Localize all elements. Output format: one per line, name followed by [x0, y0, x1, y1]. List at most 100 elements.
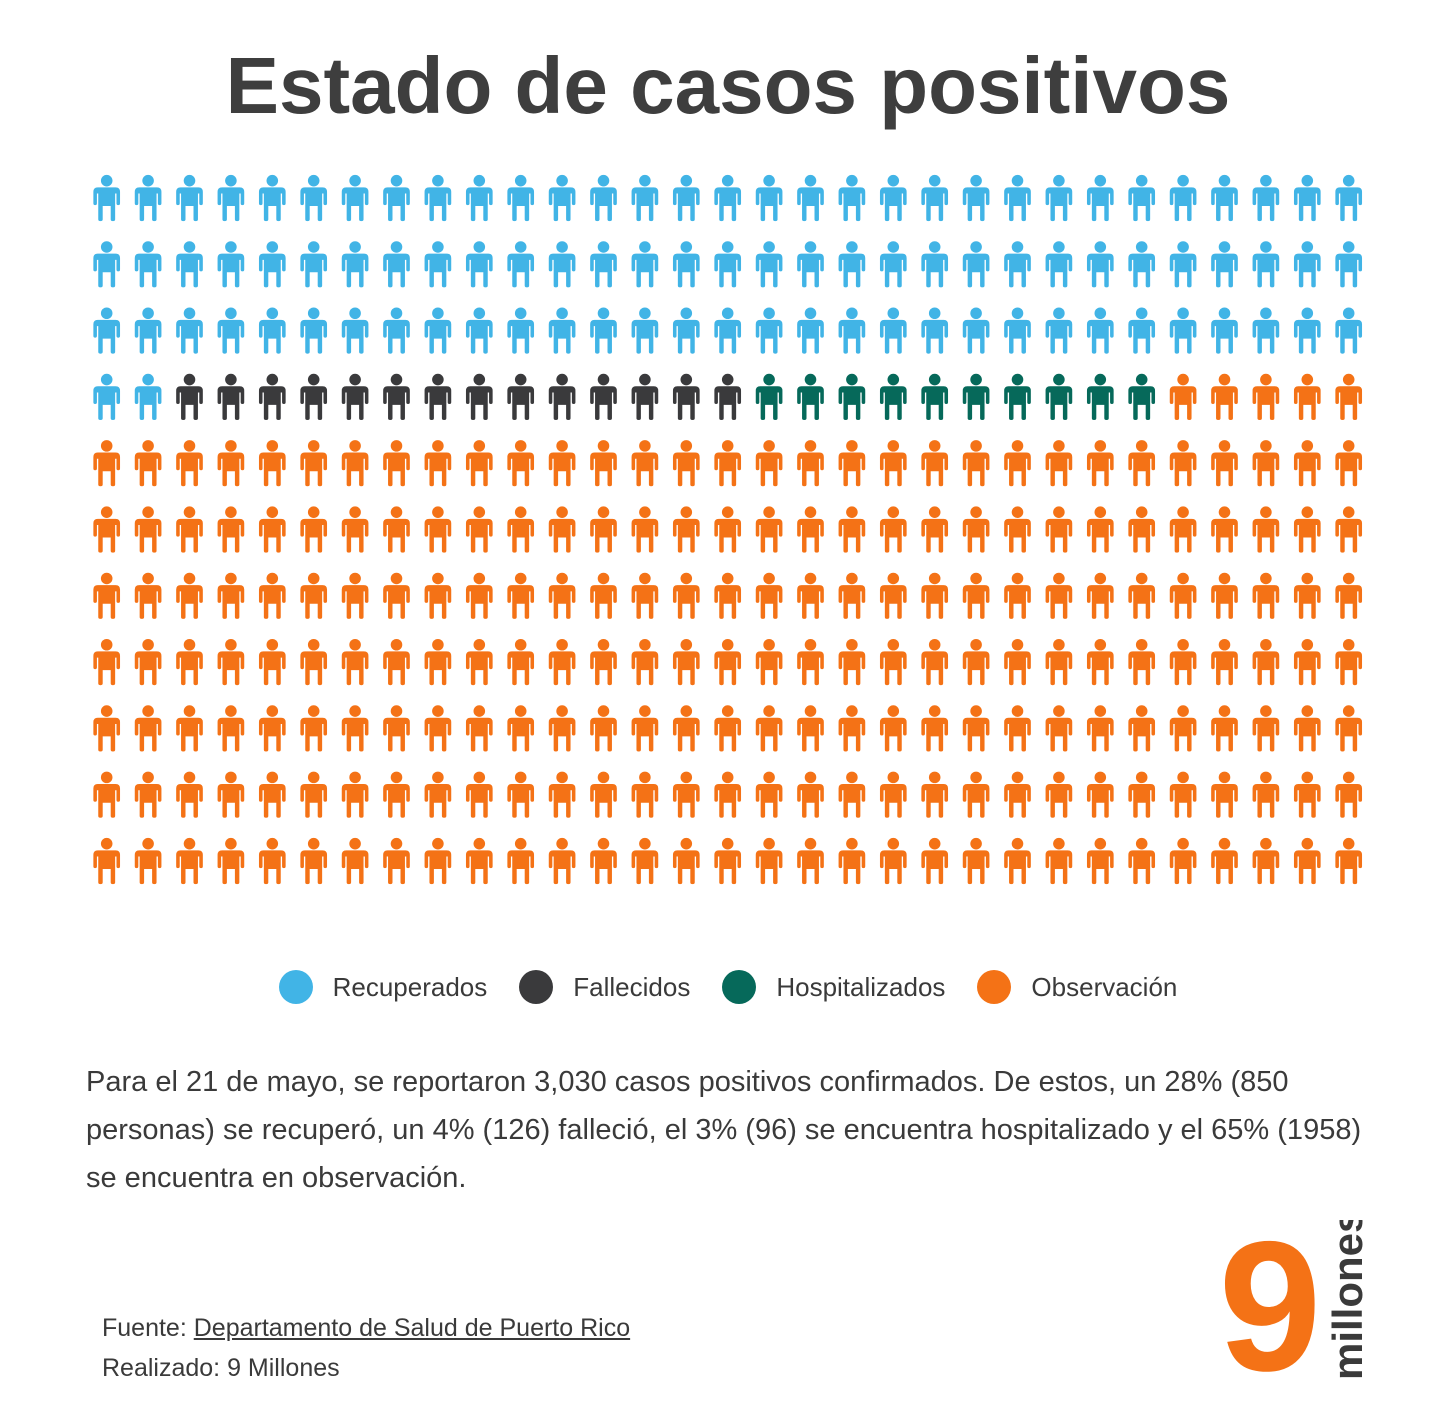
- person-icon-observación: [879, 771, 907, 818]
- person-icon-observación: [755, 506, 783, 553]
- person-icon-observación: [300, 771, 328, 818]
- person-icon-hospitalizados: [797, 373, 824, 421]
- person-icon-observación: [797, 506, 824, 553]
- person-icon-observación: [1169, 373, 1197, 421]
- person-icon-recuperados: [300, 307, 328, 354]
- person-icon-observación: [1004, 506, 1031, 553]
- person-icon-observación: [1211, 837, 1238, 885]
- person-icon-observación: [465, 506, 493, 553]
- legend-item: Fallecidos: [519, 970, 690, 1004]
- person-icon-observación: [1045, 572, 1073, 619]
- person-icon-observación: [548, 506, 576, 553]
- person-icon-observación: [631, 705, 659, 752]
- person-icon-recuperados: [176, 174, 203, 222]
- person-icon-fallecidos: [590, 373, 617, 421]
- person-icon-observación: [217, 572, 245, 619]
- person-icon-observación: [962, 506, 990, 553]
- person-icon-observación: [1169, 572, 1197, 619]
- person-icon-observación: [217, 506, 245, 553]
- person-icon-observación: [465, 837, 493, 885]
- person-icon-observación: [1086, 440, 1114, 487]
- person-icon-observación: [879, 440, 907, 487]
- person-icon-observación: [590, 506, 617, 553]
- person-icon-recuperados: [1252, 174, 1280, 222]
- person-icon-observación: [1128, 506, 1156, 553]
- person-icon-observación: [1045, 771, 1073, 818]
- person-icon-observación: [1211, 705, 1238, 752]
- person-icon-observación: [465, 705, 493, 752]
- person-icon-recuperados: [548, 241, 576, 288]
- person-icon-observación: [93, 440, 121, 487]
- person-icon-observación: [1086, 506, 1114, 553]
- person-icon-observación: [879, 572, 907, 619]
- person-icon-recuperados: [217, 174, 245, 222]
- person-icon-fallecidos: [631, 373, 659, 421]
- person-icon-recuperados: [797, 174, 824, 222]
- person-icon-recuperados: [465, 174, 493, 222]
- person-icon-observación: [631, 638, 659, 686]
- person-icon-hospitalizados: [962, 373, 990, 421]
- person-icon-observación: [1211, 506, 1238, 553]
- person-icon-recuperados: [1169, 241, 1197, 288]
- person-icon-observación: [672, 572, 700, 619]
- person-icon-recuperados: [300, 174, 328, 222]
- person-icon-observación: [341, 638, 369, 686]
- person-icon-recuperados: [1169, 174, 1197, 222]
- legend-swatch: [519, 970, 554, 1004]
- person-icon-recuperados: [465, 241, 493, 288]
- person-icon-hospitalizados: [879, 373, 907, 421]
- person-icon-observación: [1211, 638, 1238, 686]
- person-icon-observación: [1335, 837, 1363, 885]
- person-icon-observación: [465, 771, 493, 818]
- person-icon-recuperados: [672, 174, 700, 222]
- person-icon-observación: [714, 771, 742, 818]
- person-icon-recuperados: [714, 241, 742, 288]
- person-icon-recuperados: [341, 241, 369, 288]
- person-icon-recuperados: [383, 174, 410, 222]
- person-icon-observación: [465, 440, 493, 487]
- person-icon-observación: [217, 837, 245, 885]
- person-icon-observación: [797, 638, 824, 686]
- person-icon-observación: [465, 572, 493, 619]
- person-icon-observación: [341, 572, 369, 619]
- person-icon-recuperados: [258, 241, 286, 288]
- person-icon-observación: [1004, 572, 1031, 619]
- person-icon-observación: [631, 506, 659, 553]
- person-icon-observación: [879, 705, 907, 752]
- person-icon-observación: [134, 705, 162, 752]
- source-link[interactable]: Departamento de Salud de Puerto Rico: [193, 1314, 631, 1342]
- person-icon-observación: [1293, 440, 1321, 487]
- person-icon-observación: [1335, 572, 1363, 619]
- person-icon-hospitalizados: [755, 373, 783, 421]
- person-icon-recuperados: [176, 241, 203, 288]
- legend-item: Hospitalizados: [722, 970, 945, 1004]
- person-icon-observación: [590, 771, 617, 818]
- person-icon-hospitalizados: [1004, 373, 1031, 421]
- person-icon-observación: [921, 506, 949, 553]
- person-icon-recuperados: [672, 307, 700, 354]
- person-icon-observación: [1045, 506, 1073, 553]
- person-icon-observación: [590, 572, 617, 619]
- person-icon-observación: [1335, 771, 1363, 818]
- waffle-chart: [93, 174, 1363, 885]
- person-icon-hospitalizados: [1128, 373, 1156, 421]
- person-icon-fallecidos: [258, 373, 286, 421]
- legend-swatch: [977, 970, 1012, 1004]
- person-icon-fallecidos: [424, 373, 452, 421]
- person-icon-observación: [1293, 837, 1321, 885]
- person-icon-observación: [838, 638, 866, 686]
- person-icon-recuperados: [1211, 241, 1238, 288]
- person-icon-recuperados: [93, 241, 121, 288]
- person-icon-observación: [1004, 771, 1031, 818]
- person-icon-recuperados: [797, 307, 824, 354]
- person-icon-observación: [548, 705, 576, 752]
- person-icon-observación: [383, 837, 410, 885]
- person-icon-observación: [341, 705, 369, 752]
- logo-number: 9: [1222, 1220, 1321, 1390]
- person-icon-observación: [258, 440, 286, 487]
- footer: Fuente: Departamento de Salud de Puerto …: [102, 1308, 630, 1388]
- person-icon-observación: [507, 440, 535, 487]
- person-icon-observación: [507, 638, 535, 686]
- person-icon-observación: [838, 506, 866, 553]
- source-label: Fuente:: [102, 1314, 187, 1342]
